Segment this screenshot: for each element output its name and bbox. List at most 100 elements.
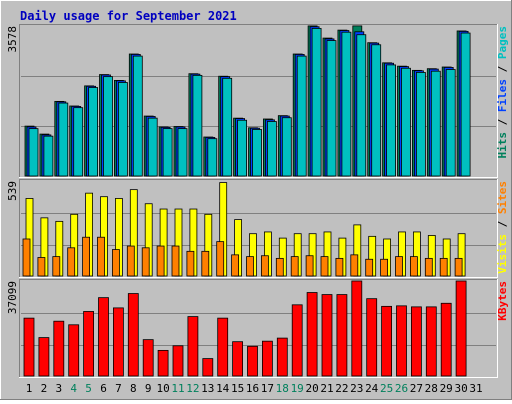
day-label-20: 20: [305, 382, 318, 395]
legend-item-pages: Pages: [496, 26, 509, 59]
bar-sites-day-19: [290, 256, 299, 277]
day-label-5: 5: [85, 382, 92, 395]
bars-kbytes: [23, 280, 467, 377]
day-label-6: 6: [100, 382, 107, 395]
bar-pages-day-26: [401, 67, 411, 177]
day-label-29: 29: [440, 382, 453, 395]
bar-sites-day-18: [275, 257, 284, 277]
day-label-11: 11: [171, 382, 184, 395]
bar-pages-day-25: [386, 64, 397, 177]
legend-hits-files-pages: Hits / Files / Pages: [496, 26, 509, 159]
bar-pages-day-4: [73, 107, 84, 177]
panel-visits-sites: 539 Visits / Sites: [6, 179, 509, 278]
bar-kbytes-day-28: [425, 306, 437, 377]
legend-kbytes: KBytes: [496, 281, 509, 321]
day-label-1: 1: [26, 382, 33, 395]
bar-pages-day-29: [445, 69, 456, 177]
bar-pages-day-2: [43, 135, 54, 177]
bar-kbytes-day-12: [187, 316, 199, 377]
bar-pages-day-10: [162, 128, 173, 177]
day-label-24: 24: [365, 382, 379, 395]
max-value-label: 3578: [6, 26, 19, 53]
bar-sites-day-25: [380, 258, 389, 277]
bar-sites-day-3: [52, 256, 61, 277]
bar-pages-day-12: [192, 74, 203, 177]
legend-item-sites: Sites: [496, 181, 509, 214]
bar-sites-day-10: [156, 245, 165, 277]
chart-title: Daily usage for September 2021: [20, 9, 237, 23]
day-label-18: 18: [276, 382, 289, 395]
legend-item-kbytes: KBytes: [496, 281, 509, 321]
day-label-27: 27: [410, 382, 423, 395]
bar-sites-day-23: [350, 254, 359, 277]
day-label-30: 30: [454, 382, 467, 395]
bar-sites-day-30: [454, 257, 463, 277]
panel-kbytes: 37099 KBytes: [6, 279, 509, 378]
day-label-2: 2: [41, 382, 48, 395]
bar-pages-day-6: [103, 76, 113, 177]
bar-kbytes-day-27: [410, 306, 422, 377]
day-label-12: 12: [186, 382, 199, 395]
day-label-31: 31: [469, 382, 482, 395]
bar-kbytes-day-10: [157, 349, 169, 377]
bar-kbytes-day-11: [172, 345, 184, 377]
bar-pages-day-13: [207, 138, 218, 177]
legend-separator: /: [496, 112, 509, 132]
bar-pages-day-3: [58, 102, 69, 177]
legend-item-visits: Visits: [496, 234, 509, 274]
bar-kbytes-day-25: [381, 305, 393, 377]
bar-pages-day-14: [222, 77, 233, 177]
day-label-28: 28: [425, 382, 438, 395]
bars-hits-files-pages: [24, 25, 471, 177]
bar-pages-day-28: [430, 70, 441, 177]
day-label-13: 13: [201, 382, 214, 395]
bar-kbytes-day-20: [306, 292, 318, 377]
legend-visits-sites: Visits / Sites: [496, 181, 509, 274]
bar-sites-day-26: [395, 256, 403, 277]
panel-hits-files-pages: 3578 Hits / Files / Pages: [6, 24, 509, 178]
bar-kbytes-day-19: [291, 304, 303, 377]
day-label-22: 22: [335, 382, 348, 395]
bar-kbytes-day-4: [68, 324, 80, 377]
day-labels: 1 2 3 4 5 6 7 8 9 10 11 12 13 14 15 16 17 18 19 20 21 22 23 24 2…: [26, 382, 483, 395]
bar-kbytes-day-29: [440, 302, 452, 377]
bar-pages-day-20: [311, 28, 322, 177]
bar-sites-day-21: [320, 256, 329, 277]
bar-kbytes-day-1: [23, 317, 35, 377]
bar-sites-day-11: [171, 245, 180, 277]
bar-sites-day-4: [67, 247, 76, 277]
bar-pages-day-27: [415, 72, 426, 177]
bar-pages-day-22: [341, 31, 352, 177]
day-label-26: 26: [395, 382, 408, 395]
bar-sites-day-17: [260, 255, 269, 277]
bar-kbytes-day-26: [396, 305, 407, 377]
bar-sites-day-14: [216, 241, 225, 277]
bar-sites-day-5: [82, 236, 90, 277]
bar-sites-day-16: [246, 256, 254, 277]
bar-kbytes-day-8: [127, 293, 139, 377]
bars-visits-sites: [22, 182, 466, 277]
day-label-3: 3: [55, 382, 62, 395]
bar-pages-day-30: [460, 32, 471, 177]
bar-sites-day-15: [231, 254, 240, 277]
bar-pages-day-18: [281, 117, 292, 177]
day-label-8: 8: [130, 382, 137, 395]
legend-item-hits: Hits: [496, 132, 509, 159]
day-label-16: 16: [246, 382, 259, 395]
max-value-label: 539: [6, 181, 19, 201]
bar-sites-day-29: [439, 257, 448, 277]
bar-pages-day-1: [28, 128, 39, 177]
bar-sites-day-1: [22, 238, 31, 277]
bar-kbytes-day-6: [98, 297, 109, 377]
bar-pages-day-7: [118, 82, 128, 177]
bar-sites-day-24: [365, 258, 374, 277]
bar-sites-day-9: [141, 247, 150, 277]
bar-sites-day-20: [305, 255, 314, 277]
bar-kbytes-day-30: [455, 280, 467, 377]
bar-kbytes-day-2: [38, 337, 50, 377]
bar-kbytes-day-23: [351, 280, 363, 377]
bar-sites-day-6: [97, 236, 105, 277]
day-label-25: 25: [380, 382, 393, 395]
day-label-9: 9: [145, 382, 152, 395]
